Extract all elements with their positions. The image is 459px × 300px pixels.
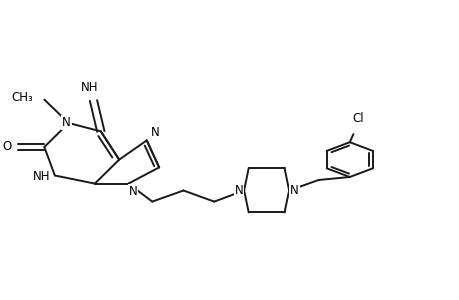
Text: Cl: Cl xyxy=(352,112,363,125)
Text: N: N xyxy=(62,116,71,129)
Text: CH₃: CH₃ xyxy=(11,91,33,104)
Text: NH: NH xyxy=(33,169,50,183)
Text: N: N xyxy=(234,184,243,197)
Text: NH: NH xyxy=(81,81,98,94)
Text: O: O xyxy=(2,140,11,154)
Text: N: N xyxy=(128,185,137,198)
Text: N: N xyxy=(290,184,298,197)
Text: N: N xyxy=(150,126,159,139)
